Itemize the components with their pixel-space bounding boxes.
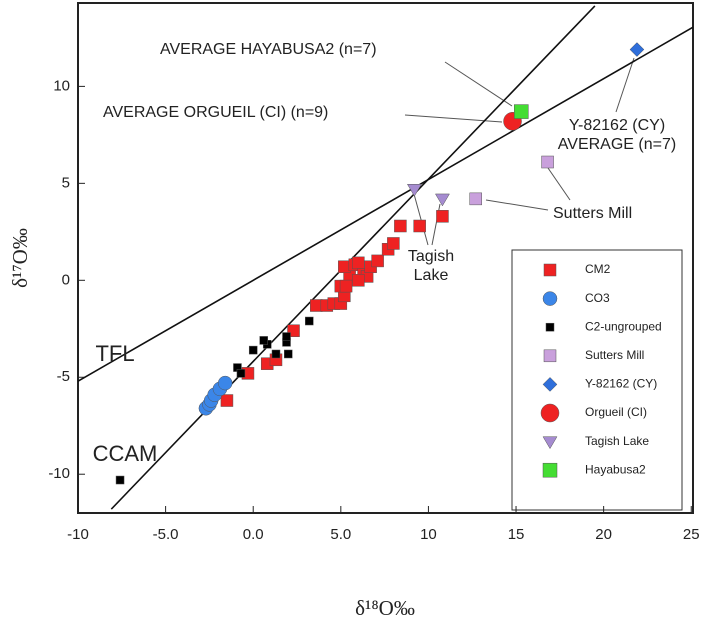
legend-label: CO3: [585, 291, 610, 305]
legend-label: C2-ungrouped: [585, 319, 662, 333]
marker: [310, 299, 323, 312]
line-label: TFL: [95, 341, 134, 366]
marker: [236, 369, 246, 378]
legend-label: Y-82162 (CY): [585, 377, 657, 391]
marker: [220, 394, 234, 407]
y-tick-label: 10: [53, 77, 70, 94]
x-tick-label: -10: [67, 526, 89, 543]
leader: [413, 193, 429, 246]
marker: [339, 279, 353, 293]
y-axis-label: δ¹⁷O‰: [8, 228, 32, 288]
legend-marker: [543, 263, 557, 277]
marker: [406, 184, 422, 197]
marker: [436, 210, 449, 223]
leader: [404, 114, 503, 123]
x-tick-label: 20: [595, 526, 612, 543]
marker: [469, 192, 482, 206]
legend-label: Hayabusa2: [585, 462, 646, 476]
reference-line: [78, 26, 693, 382]
legend-marker: [542, 462, 558, 478]
leader: [547, 167, 571, 201]
marker: [435, 193, 450, 207]
leader: [485, 199, 549, 211]
marker: [305, 316, 314, 326]
y-tick-label: 5: [62, 174, 70, 191]
annotation: Tagish: [408, 248, 454, 265]
legend: [511, 249, 683, 511]
marker: [284, 349, 293, 359]
marker: [282, 332, 291, 341]
marker: [514, 104, 529, 119]
x-tick-label: 5.0: [330, 526, 351, 543]
x-tick-label: 10: [420, 526, 437, 543]
marker: [217, 375, 233, 391]
legend-marker: [542, 436, 558, 450]
annotation: Lake: [414, 267, 449, 284]
marker: [371, 254, 384, 268]
marker: [115, 475, 125, 485]
x-tick-label: 0.0: [243, 526, 264, 543]
annotation: Sutters Mill: [553, 205, 632, 222]
x-tick-label: 25: [683, 526, 700, 543]
marker: [352, 256, 365, 270]
marker: [394, 219, 407, 233]
legend-marker: [542, 291, 558, 306]
legend-label: CM2: [585, 262, 611, 276]
annotation: AVERAGE ORGUEIL (CI) (n=9): [103, 104, 328, 121]
legend-label: Tagish Lake: [585, 434, 649, 448]
y-tick-label: 0: [62, 271, 70, 288]
plot-frame: [77, 2, 694, 514]
plot-area: [78, 5, 693, 510]
x-axis-label: δ¹⁸O‰: [355, 596, 415, 620]
leader: [444, 61, 513, 107]
legend-marker: [540, 403, 560, 423]
marker: [629, 42, 645, 57]
annotation: AVERAGE (n=7): [558, 136, 676, 153]
marker: [541, 155, 554, 169]
legend-label: Orgueil (CI): [585, 405, 647, 419]
y-tick-label: -10: [48, 465, 70, 482]
annotation: AVERAGE HAYABUSA2 (n=7): [160, 41, 377, 58]
x-tick-label: 15: [508, 526, 525, 543]
y-tick-label: -5: [57, 368, 70, 385]
legend-label: Sutters Mill: [585, 348, 644, 362]
marker: [248, 345, 258, 355]
marker: [387, 237, 400, 250]
marker: [271, 349, 281, 359]
annotation: Y-82162 (CY): [569, 117, 665, 134]
leader: [615, 57, 635, 113]
marker: [413, 219, 426, 233]
marker: [352, 274, 365, 287]
leaders: [404, 57, 635, 246]
legend-marker: [542, 377, 558, 392]
line-label: CCAM: [93, 441, 158, 466]
marker: [338, 260, 351, 273]
legend-marker: [543, 349, 557, 363]
marker: [259, 336, 268, 345]
x-tick-label: -5.0: [153, 526, 179, 543]
legend-marker: [545, 322, 555, 332]
